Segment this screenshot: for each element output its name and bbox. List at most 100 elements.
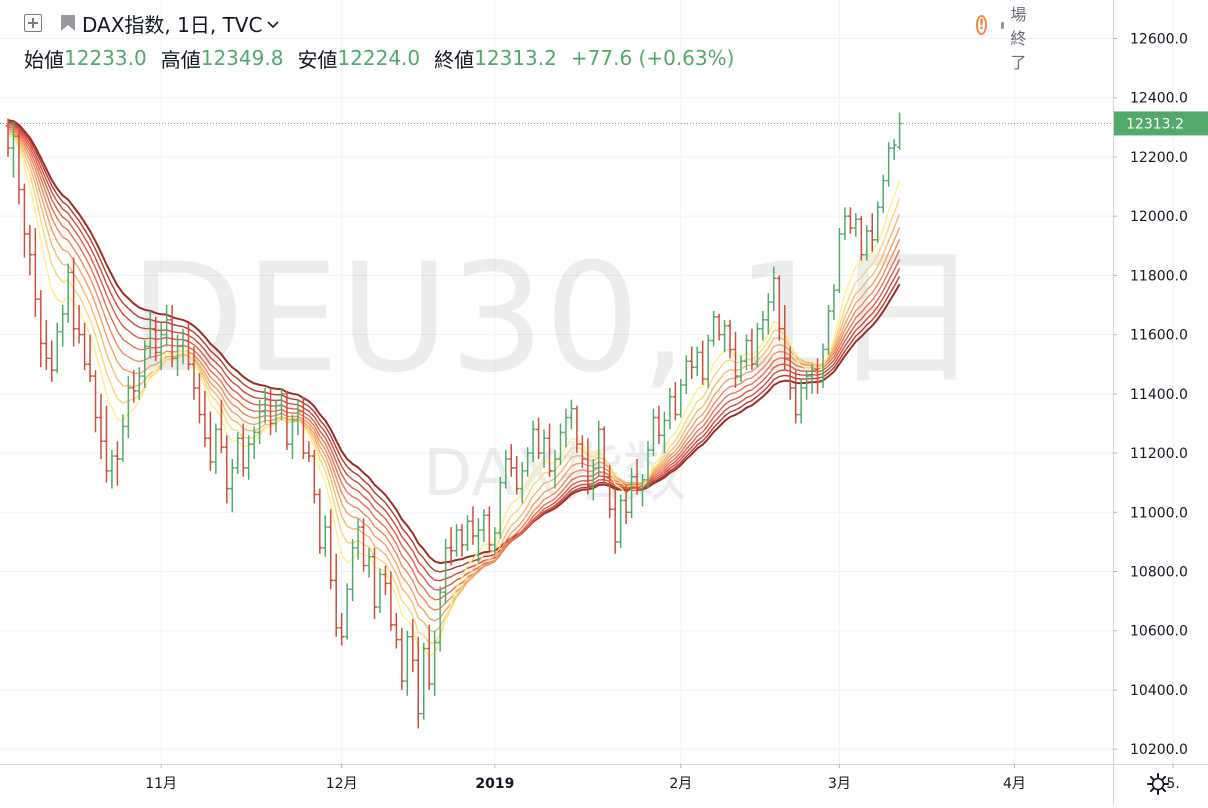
ohlc-bar xyxy=(530,420,536,462)
ma-line xyxy=(8,135,901,657)
ohlc-bar xyxy=(585,438,591,495)
ohlc-bar xyxy=(464,515,470,551)
ohlc-bar xyxy=(722,319,728,353)
ohlc-bar xyxy=(497,476,503,539)
ohlc-bar xyxy=(541,429,547,468)
ohlc-bar xyxy=(10,121,16,178)
time-tick-label: 5. xyxy=(1166,776,1179,792)
ohlc-bar xyxy=(738,355,744,382)
time-tick-label: 2月 xyxy=(669,776,692,792)
ohlc-bar xyxy=(727,319,733,359)
ma-line xyxy=(7,123,901,582)
plus-square-icon[interactable] xyxy=(24,14,42,32)
price-tick-label: 10400.0 xyxy=(1130,683,1188,699)
ohlc-bar xyxy=(733,331,739,388)
ohlc-bar xyxy=(678,379,684,418)
close-label: 終値 xyxy=(434,47,475,72)
ohlc-bar xyxy=(519,461,525,504)
ohlc-bar xyxy=(563,408,569,448)
ohlc-bar xyxy=(65,263,71,323)
ohlc-bar xyxy=(836,228,842,294)
low-value: 12224.0 xyxy=(337,46,421,70)
ohlc-bar xyxy=(109,450,115,489)
ohlc-bar xyxy=(393,612,399,649)
ohlc-bar xyxy=(601,426,607,483)
ohlc-bar xyxy=(388,571,394,631)
ohlc-bar xyxy=(142,340,148,388)
gear-tooth xyxy=(1161,775,1167,781)
ohlc-bar xyxy=(98,393,104,459)
ohlc-bar xyxy=(552,450,558,489)
ohlc-bar xyxy=(207,411,213,471)
ohlc-bar xyxy=(371,547,377,619)
ohlc-bar xyxy=(16,130,22,205)
ohlc-bar xyxy=(683,355,689,394)
ohlc-bar xyxy=(415,636,421,729)
ohlc-bar xyxy=(317,488,323,554)
ohlc-bar xyxy=(202,390,208,448)
ohlc-bar xyxy=(579,435,585,468)
ohlc-bar xyxy=(399,627,405,690)
time-tick-label: 11月 xyxy=(145,776,177,792)
ohlc-bar xyxy=(880,174,886,214)
high-label: 高値 xyxy=(160,47,201,72)
symbol-row[interactable]: DAX指数, 1日, TVC xyxy=(60,10,280,37)
ohlc-bar xyxy=(158,322,164,371)
ohlc-bar xyxy=(782,305,788,371)
ohlc-bar xyxy=(229,458,235,513)
ohlc-bar xyxy=(700,340,706,385)
ohlc-bar xyxy=(361,518,367,572)
price-tick-label: 12000.0 xyxy=(1130,209,1188,225)
current-price-label: 12313.2 xyxy=(1126,116,1184,132)
ohlc-bar xyxy=(300,396,306,459)
ohlc-bar xyxy=(492,527,498,554)
ohlc-bar xyxy=(49,340,55,382)
ohlc-bar xyxy=(470,506,476,545)
ohlc-bar xyxy=(765,293,771,335)
watermark-title: DEU30, 1日 xyxy=(129,232,981,406)
ohlc-bar xyxy=(711,310,717,347)
ohlc-bar xyxy=(218,399,224,454)
symbol-title[interactable]: DAX指数, 1日, TVC xyxy=(82,12,263,37)
time-tick-label: 12月 xyxy=(326,776,358,792)
ohlc-bar xyxy=(432,630,438,696)
ohlc-bar xyxy=(382,565,388,596)
ohlc-bar xyxy=(826,305,831,356)
ohlc-bar xyxy=(891,139,897,160)
ohlc-bar xyxy=(125,376,131,439)
ohlc-bar xyxy=(27,225,33,276)
exclamation-circle-icon[interactable]: ! xyxy=(976,15,988,35)
ohlc-bar xyxy=(776,275,782,341)
ohlc-bar xyxy=(787,346,793,400)
ohlc-bar xyxy=(443,538,449,605)
ohlc-bar xyxy=(273,399,279,433)
ohlc-bar xyxy=(809,364,815,394)
gear-tooth xyxy=(1149,787,1155,793)
open-label: 始値 xyxy=(24,47,64,72)
chevron-down-icon[interactable] xyxy=(267,20,280,30)
gear-icon[interactable] xyxy=(1147,773,1169,795)
ohlc-bar xyxy=(536,417,542,459)
ohlc-bar xyxy=(306,441,312,462)
ohlc-bar xyxy=(284,390,290,451)
ohlc-bar xyxy=(629,467,635,519)
ohlc-bar xyxy=(804,370,810,400)
ohlc-bar xyxy=(103,405,109,483)
ohlc-bar xyxy=(557,423,563,465)
ohlc-bar xyxy=(475,518,481,563)
ohlc-bar xyxy=(38,290,44,368)
ohlc-bar xyxy=(661,411,667,454)
ohlc-bar xyxy=(525,447,531,477)
market-status[interactable]: ! 市場終了 xyxy=(976,5,1039,72)
ohlc-bar xyxy=(503,450,509,489)
ohlc-bar xyxy=(257,399,263,445)
ohlc-bar xyxy=(842,207,848,240)
price-tick-label: 11400.0 xyxy=(1130,387,1188,403)
price-tick-label: 11800.0 xyxy=(1130,268,1188,284)
ohlc-bar xyxy=(213,423,219,474)
ohlc-bar xyxy=(131,370,137,403)
ohlc-bar xyxy=(858,216,864,261)
ohlc-bar xyxy=(448,527,454,566)
